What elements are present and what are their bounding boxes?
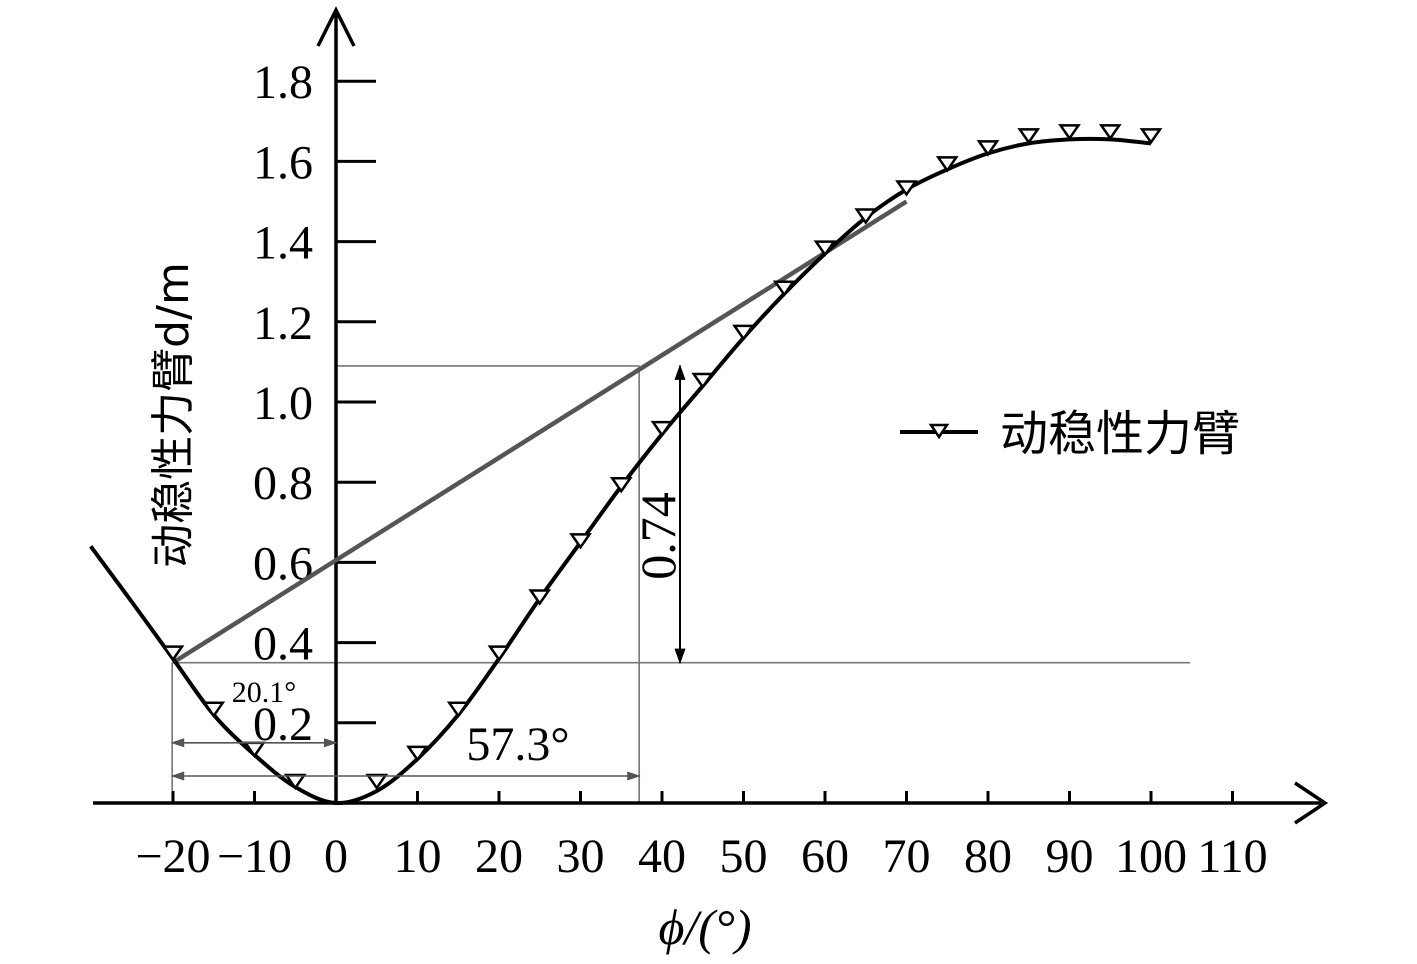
y-tick-label: 0.8	[253, 457, 313, 510]
x-axis-arrow	[1294, 781, 1329, 825]
data-point	[895, 180, 918, 197]
data-point	[650, 420, 674, 438]
x-tick-label: 90	[1046, 830, 1094, 883]
y-tick-label: 1.2	[253, 297, 313, 350]
dim-57-arrow-left	[170, 771, 185, 781]
x-tick-label: 20	[475, 830, 523, 883]
x-axis-label: ϕ/(°)	[658, 899, 751, 955]
dim-20-label: 20.1°	[232, 676, 297, 709]
legend-label: 动稳性力臂	[1000, 406, 1240, 462]
dim-074-arrow-top	[674, 364, 686, 381]
data-point	[1139, 128, 1163, 145]
data-point	[1017, 128, 1041, 145]
x-tick-label: 50	[720, 830, 768, 883]
dim-20-arrow-right	[323, 738, 338, 748]
data-point	[1058, 124, 1081, 141]
x-tick-label: 80	[964, 830, 1012, 883]
reference-lines	[171, 365, 1190, 803]
tangent-line-group	[171, 199, 908, 665]
y-tick-label: 1.4	[253, 217, 313, 270]
curve-group	[89, 136, 1152, 806]
data-point	[732, 324, 755, 342]
x-tick-label: 40	[638, 830, 686, 883]
y-axis-arrow	[316, 6, 356, 47]
data-point	[976, 140, 1000, 157]
y-tick-label: 1.6	[253, 136, 313, 189]
data-point	[161, 645, 185, 662]
x-tick-label: 100	[1115, 830, 1187, 883]
data-point	[365, 773, 389, 791]
tangent-line	[171, 199, 908, 665]
data-point	[406, 745, 429, 763]
axes	[93, 6, 1329, 825]
y-tick-label: 1.0	[253, 377, 313, 430]
data-point	[609, 476, 633, 494]
x-tick-label: 30	[557, 830, 605, 883]
data-point	[487, 645, 511, 662]
data-point	[854, 208, 878, 225]
data-markers	[161, 124, 1163, 791]
data-point	[569, 533, 592, 550]
data-point	[446, 701, 470, 718]
data-point	[935, 156, 959, 173]
data-point	[691, 372, 715, 390]
y-axis-label: 动稳性力臂d/m	[148, 262, 199, 568]
data-point	[813, 240, 837, 257]
x-tick-label: 0	[324, 830, 348, 883]
y-tick-label: 1.8	[253, 56, 313, 109]
legend-marker	[928, 423, 950, 440]
dim-074-arrow-bottom	[674, 648, 686, 665]
data-point	[528, 589, 552, 606]
y-tick-label: 0.4	[253, 618, 313, 671]
dim-57-label: 57.3°	[466, 718, 569, 771]
x-tick-label: 60	[801, 830, 849, 883]
data-point	[772, 280, 796, 297]
axis-ticks: −20 −10 0 10 20 30 40 50 60 70 80 90 100 1100.20.40.6…	[135, 56, 1267, 883]
data-point	[202, 701, 226, 718]
x-tick-label: 110	[1197, 830, 1267, 883]
dim-20-arrow-left	[170, 738, 185, 748]
annotations: 20.1° 57.3° 0.74	[170, 364, 686, 781]
dim-074-label: 0.74	[630, 492, 686, 580]
legend: 动稳性力臂	[900, 406, 1240, 462]
data-point	[283, 773, 307, 791]
dim-57-arrow-right	[627, 771, 641, 781]
x-tick-label: 70	[883, 830, 931, 883]
stability-curve	[89, 136, 1152, 806]
x-tick-label: −10	[217, 830, 292, 883]
x-tick-label: 10	[394, 830, 442, 883]
x-tick-label: −20	[135, 830, 210, 883]
data-point	[1098, 124, 1122, 141]
